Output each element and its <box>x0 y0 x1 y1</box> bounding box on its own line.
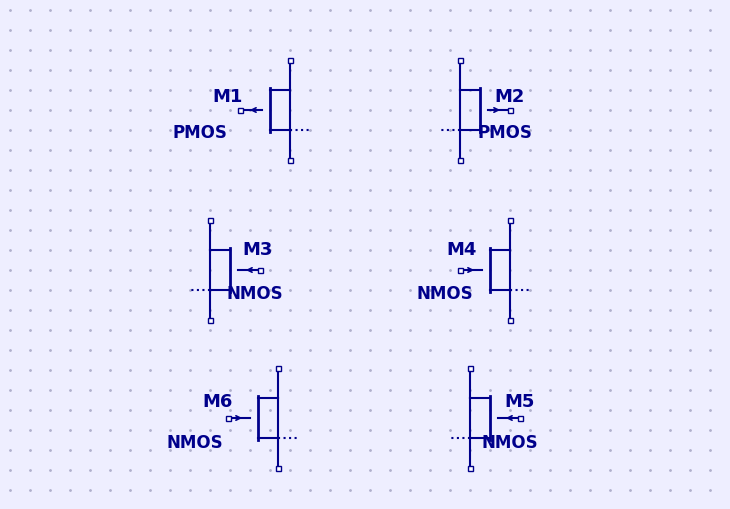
Text: NMOS: NMOS <box>227 285 283 303</box>
Bar <box>518 415 523 420</box>
Text: M3: M3 <box>243 241 273 259</box>
Bar <box>507 107 512 112</box>
Bar <box>258 268 263 272</box>
Text: NMOS: NMOS <box>482 434 538 452</box>
Bar <box>207 217 212 222</box>
Bar <box>458 268 463 272</box>
Bar <box>458 58 463 63</box>
Bar <box>207 318 212 323</box>
Text: M6: M6 <box>203 393 233 411</box>
Bar <box>467 466 472 470</box>
Text: PMOS: PMOS <box>477 124 532 142</box>
Bar <box>288 157 293 162</box>
Text: NMOS: NMOS <box>166 434 223 452</box>
Text: NMOS: NMOS <box>417 285 473 303</box>
Text: PMOS: PMOS <box>172 124 228 142</box>
Bar <box>507 318 512 323</box>
Bar <box>458 157 463 162</box>
Bar <box>275 365 280 371</box>
Bar <box>275 466 280 470</box>
Bar <box>467 365 472 371</box>
Bar <box>288 58 293 63</box>
Bar <box>237 107 242 112</box>
Bar <box>507 217 512 222</box>
Text: M5: M5 <box>505 393 535 411</box>
Bar <box>226 415 231 420</box>
Text: M4: M4 <box>447 241 477 259</box>
Text: M1: M1 <box>213 88 243 106</box>
Text: M2: M2 <box>495 88 525 106</box>
